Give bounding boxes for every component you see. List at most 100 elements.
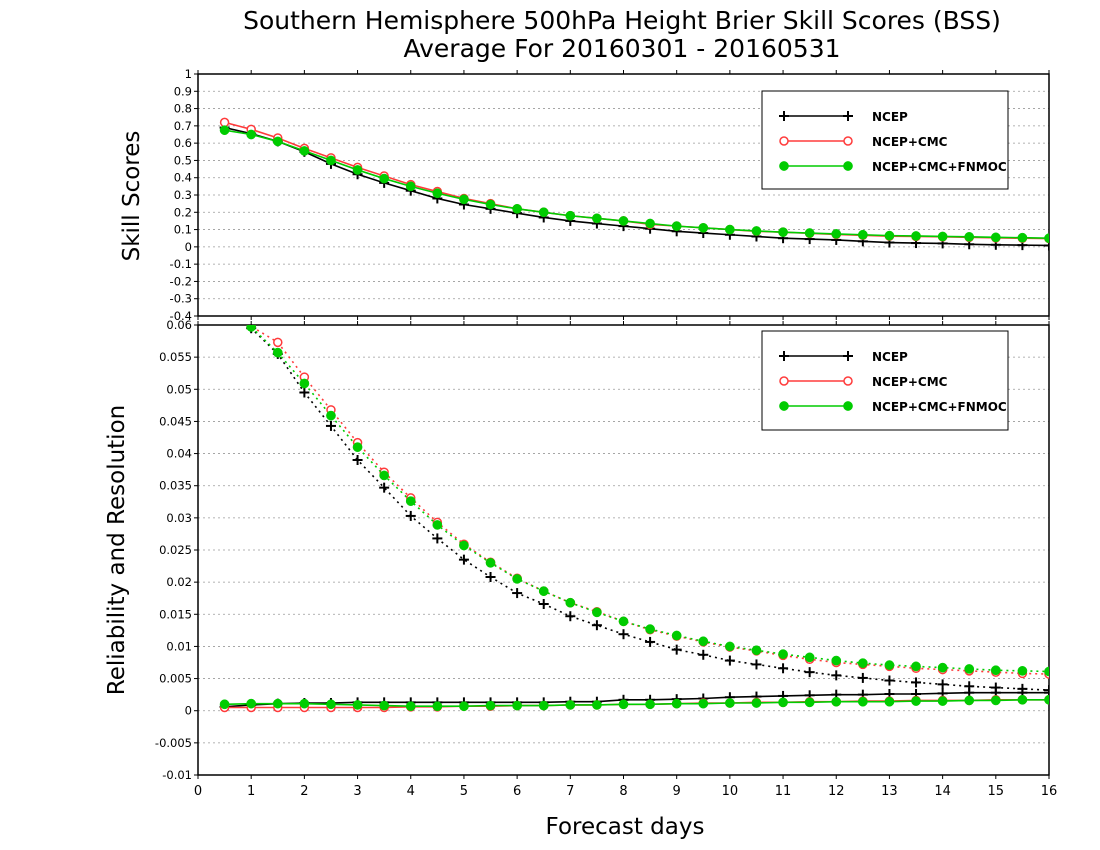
x-tick-label: 8: [619, 784, 627, 799]
bottom-panel-point-ncep-resolution: [778, 663, 789, 674]
x-tick-label: 10: [722, 784, 739, 799]
bottom-panel-y-tick-label: 0.045: [159, 414, 192, 428]
bottom-panel-y-tick-label: 0: [185, 704, 192, 718]
bottom-panel-point-ncep-cmc-fnmoc-reliability: [698, 698, 709, 709]
bottom-panel-point-ncep-resolution: [432, 533, 443, 544]
bottom-panel-point-ncep-resolution: [220, 269, 230, 279]
top-panel-y-tick-label: -0.3: [170, 292, 192, 306]
bottom-panel-point-ncep-cmc-fnmoc-reliability: [512, 700, 522, 711]
top-panel-point-ncep-cmc: [219, 117, 230, 128]
bottom-panel-point-ncep-cmc-fnmoc-reliability: [352, 700, 363, 710]
bottom-panel-point-ncep-cmc-fnmoc-resolution: [485, 558, 496, 568]
x-tick-label: 12: [828, 784, 845, 799]
top-panel-y-tick-label: 0.8: [174, 102, 192, 116]
top-panel-plot-area: [219, 117, 1049, 251]
top-panel-point-ncep-cmc-fnmoc: [618, 216, 629, 226]
bottom-panel-y-tick-label: 0.06: [166, 318, 192, 332]
top-panel-point-ncep-cmc-fnmoc: [459, 194, 469, 205]
bottom-panel-point-ncep-resolution: [325, 420, 336, 431]
bottom-panel-point-ncep-cmc-fnmoc-resolution: [725, 641, 735, 652]
bottom-panel-y-tick-label: 0.025: [159, 543, 192, 557]
top-panel-y-axis-label: Skill Scores: [119, 131, 145, 262]
top-panel-legend-label: NCEP+CMC+FNMOC: [872, 160, 1007, 174]
top-panel-point-ncep-cmc-fnmoc: [1044, 233, 1049, 244]
bottom-panel-point-ncep-cmc-fnmoc-resolution: [326, 410, 336, 421]
top-panel-point-ncep-cmc-fnmoc: [299, 146, 310, 156]
bottom-panel-y-tick-label: 0.04: [166, 447, 192, 461]
bottom-panel-point-ncep-cmc-fnmoc-resolution: [990, 665, 1001, 676]
bottom-panel-point-ncep-cmc-fnmoc-reliability: [272, 698, 283, 709]
top-panel-point-ncep-cmc-fnmoc: [645, 218, 655, 229]
x-tick-label: 2: [300, 784, 308, 799]
bottom-panel-point-ncep-cmc-fnmoc-resolution: [432, 520, 443, 530]
x-tick-label: 15: [988, 784, 1005, 799]
top-panel-y-tick-label: 0.1: [174, 223, 192, 237]
top-panel-y-tick-label: 0.2: [174, 205, 192, 219]
top-panel-legend-label: NCEP+CMC: [872, 135, 948, 149]
top-panel-legend-marker: [843, 136, 853, 146]
bottom-panel-point-ncep-cmc-fnmoc-reliability: [751, 698, 762, 708]
bottom-panel-point-ncep-resolution: [405, 510, 416, 521]
x-tick-label: 16: [1041, 784, 1058, 799]
top-panel-point-ncep-cmc-fnmoc: [352, 165, 363, 175]
bottom-panel-point-ncep-cmc-fnmoc-resolution: [405, 496, 416, 506]
bottom-panel-point-ncep-resolution: [698, 649, 709, 660]
top-panel-legend-marker: [779, 136, 789, 146]
bottom-panel-legend-marker: [779, 401, 789, 411]
top-panel-point-ncep: [1044, 240, 1049, 251]
bottom-panel-point-ncep-resolution: [538, 599, 549, 609]
bottom-panel-point-ncep-cmc-fnmoc-reliability: [911, 696, 921, 706]
bottom-panel-point-ncep-cmc-fnmoc-reliability: [432, 701, 443, 712]
bottom-panel-plot-area: [219, 269, 1049, 713]
bottom-panel-point-ncep-cmc-fnmoc-reliability: [804, 697, 815, 708]
top-panel-point-ncep-cmc-fnmoc: [272, 136, 283, 147]
top-panel-y-tick-label: 0.5: [174, 153, 192, 167]
x-tick-label: 0: [194, 784, 202, 799]
bottom-panel-point-ncep-resolution: [352, 455, 363, 465]
top-panel-point-ncep-cmc-fnmoc: [964, 231, 975, 242]
bottom-panel-legend-label: NCEP: [872, 350, 908, 364]
bottom-panel-point-ncep-cmc-fnmoc-resolution: [246, 325, 257, 332]
top-panel-point-ncep-cmc-fnmoc: [485, 199, 496, 210]
top-panel-point-ncep-cmc-fnmoc: [751, 226, 762, 236]
bottom-panel-point-ncep-cmc-fnmoc-resolution: [778, 649, 788, 659]
bottom-panel-point-ncep-resolution: [884, 675, 895, 686]
bottom-panel-y-axis-label: Reliability and Resolution: [104, 405, 130, 695]
bottom-panel-point-ncep-resolution: [618, 629, 629, 640]
bottom-panel-y-tick-label: 0.005: [159, 672, 192, 686]
bottom-panel-point-ncep-cmc-fnmoc-reliability: [538, 700, 549, 711]
top-panel-legend-marker: [779, 111, 789, 121]
top-panel-y-tick-label: -0.4: [170, 309, 192, 323]
top-panel-point-ncep-cmc-fnmoc: [538, 207, 549, 218]
bottom-panel-legend-marker: [779, 376, 789, 386]
x-tick-label: 1: [247, 784, 255, 799]
bottom-panel-point-ncep-cmc-fnmoc-resolution: [1044, 666, 1049, 677]
bottom-panel-point-ncep-resolution: [485, 572, 496, 582]
x-tick-label: 3: [353, 784, 361, 799]
x-tick-label: 4: [407, 784, 415, 799]
bottom-panel-point-ncep-resolution: [1044, 685, 1049, 696]
top-panel-point-ncep-cmc-fnmoc: [432, 188, 443, 199]
bottom-panel-point-ncep-resolution: [804, 667, 815, 678]
bottom-panel-point-ncep-resolution: [911, 677, 922, 688]
bottom-panel-legend-marker: [843, 376, 853, 386]
bottom-panel-point-ncep-cmc-fnmoc-reliability: [459, 701, 469, 712]
bottom-panel-point-ncep-resolution: [831, 670, 842, 681]
bottom-panel-point-ncep-cmc-fnmoc-reliability: [219, 699, 230, 710]
chart-title-line1: Southern Hemisphere 500hPa Height Brier …: [243, 6, 1001, 35]
top-panel-y-tick-label: 0.6: [174, 136, 192, 150]
top-panel-point-ncep-cmc-fnmoc: [937, 231, 948, 242]
bottom-panel-point-ncep-cmc-fnmoc-resolution: [512, 574, 522, 584]
bottom-panel-point-ncep-cmc-fnmoc-reliability: [379, 700, 390, 711]
top-panel-point-ncep-cmc-fnmoc: [804, 228, 815, 238]
bottom-panel-legend-marker: [779, 351, 789, 361]
bottom-panel-point-ncep-resolution: [379, 482, 390, 493]
x-axis-label: Forecast days: [546, 814, 705, 840]
top-panel-point-ncep-cmc-fnmoc: [219, 125, 230, 136]
bottom-panel-y-tick-label: 0.055: [159, 350, 192, 364]
bottom-panel-point-ncep-cmc-fnmoc-reliability: [645, 699, 655, 710]
bottom-panel-point-ncep-resolution: [857, 672, 868, 683]
bottom-panel-point-ncep-resolution: [591, 620, 602, 631]
bottom-panel-point-ncep-cmc-fnmoc-reliability: [618, 699, 629, 710]
